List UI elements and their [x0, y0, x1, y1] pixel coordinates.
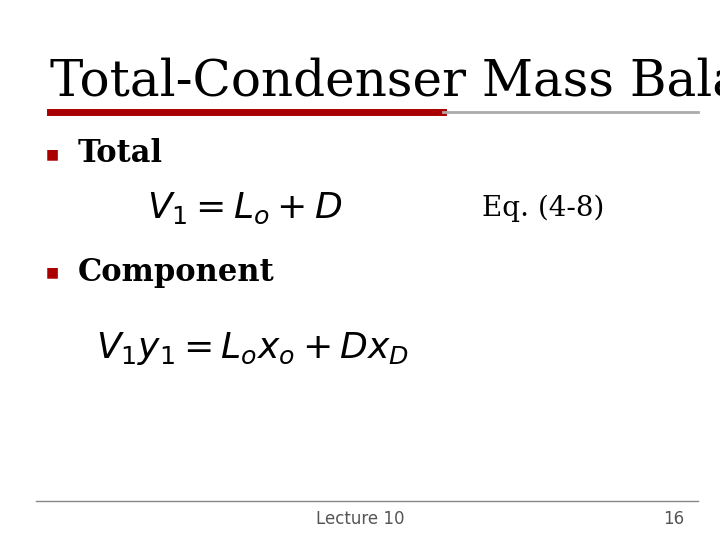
Text: ■: ■: [46, 266, 59, 280]
Text: Total: Total: [78, 138, 163, 170]
Text: Component: Component: [78, 257, 274, 288]
Text: 16: 16: [663, 510, 684, 529]
Text: $V_1 y_1 = L_o x_o + Dx_D$: $V_1 y_1 = L_o x_o + Dx_D$: [96, 330, 408, 367]
Text: Lecture 10: Lecture 10: [316, 510, 404, 529]
Text: $V_1 = L_o + D$: $V_1 = L_o + D$: [147, 190, 343, 226]
Text: Eq. (4-8): Eq. (4-8): [482, 194, 605, 221]
Text: ■: ■: [46, 147, 59, 161]
Text: Total-Condenser Mass Balance: Total-Condenser Mass Balance: [50, 57, 720, 106]
